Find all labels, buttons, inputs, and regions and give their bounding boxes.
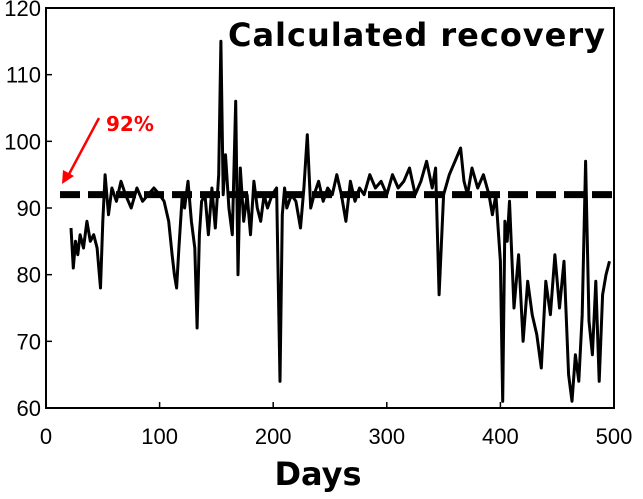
x-tick-label: 500 — [596, 424, 633, 449]
annotation-92-label: 92% — [106, 112, 154, 136]
x-axis-ticks: 0 100 200 300 400 500 — [40, 402, 632, 449]
y-tick-label: 60 — [17, 396, 41, 421]
x-axis-label: Days — [274, 455, 361, 493]
y-tick-label: 100 — [4, 129, 41, 154]
annotation-arrow — [66, 117, 101, 177]
y-tick-label: 80 — [17, 263, 41, 288]
x-tick-label: 200 — [255, 424, 292, 449]
y-tick-label: 110 — [6, 63, 41, 88]
y-tick-label: 90 — [17, 196, 41, 221]
x-tick-label: 400 — [482, 424, 519, 449]
x-tick-label: 300 — [368, 424, 405, 449]
x-tick-label: 100 — [141, 424, 178, 449]
series-line-recovery — [69, 39, 611, 403]
plot-frame — [45, 7, 615, 409]
annotation-arrowhead — [62, 170, 74, 184]
series-group — [69, 39, 611, 403]
y-axis-ticks: 60 70 80 90 100 110 120 — [4, 0, 52, 421]
y-tick-label: 120 — [4, 0, 41, 21]
y-tick-label: 70 — [17, 329, 41, 354]
chart-title: Calculated recovery — [228, 16, 606, 54]
x-tick-label: 0 — [40, 424, 52, 449]
